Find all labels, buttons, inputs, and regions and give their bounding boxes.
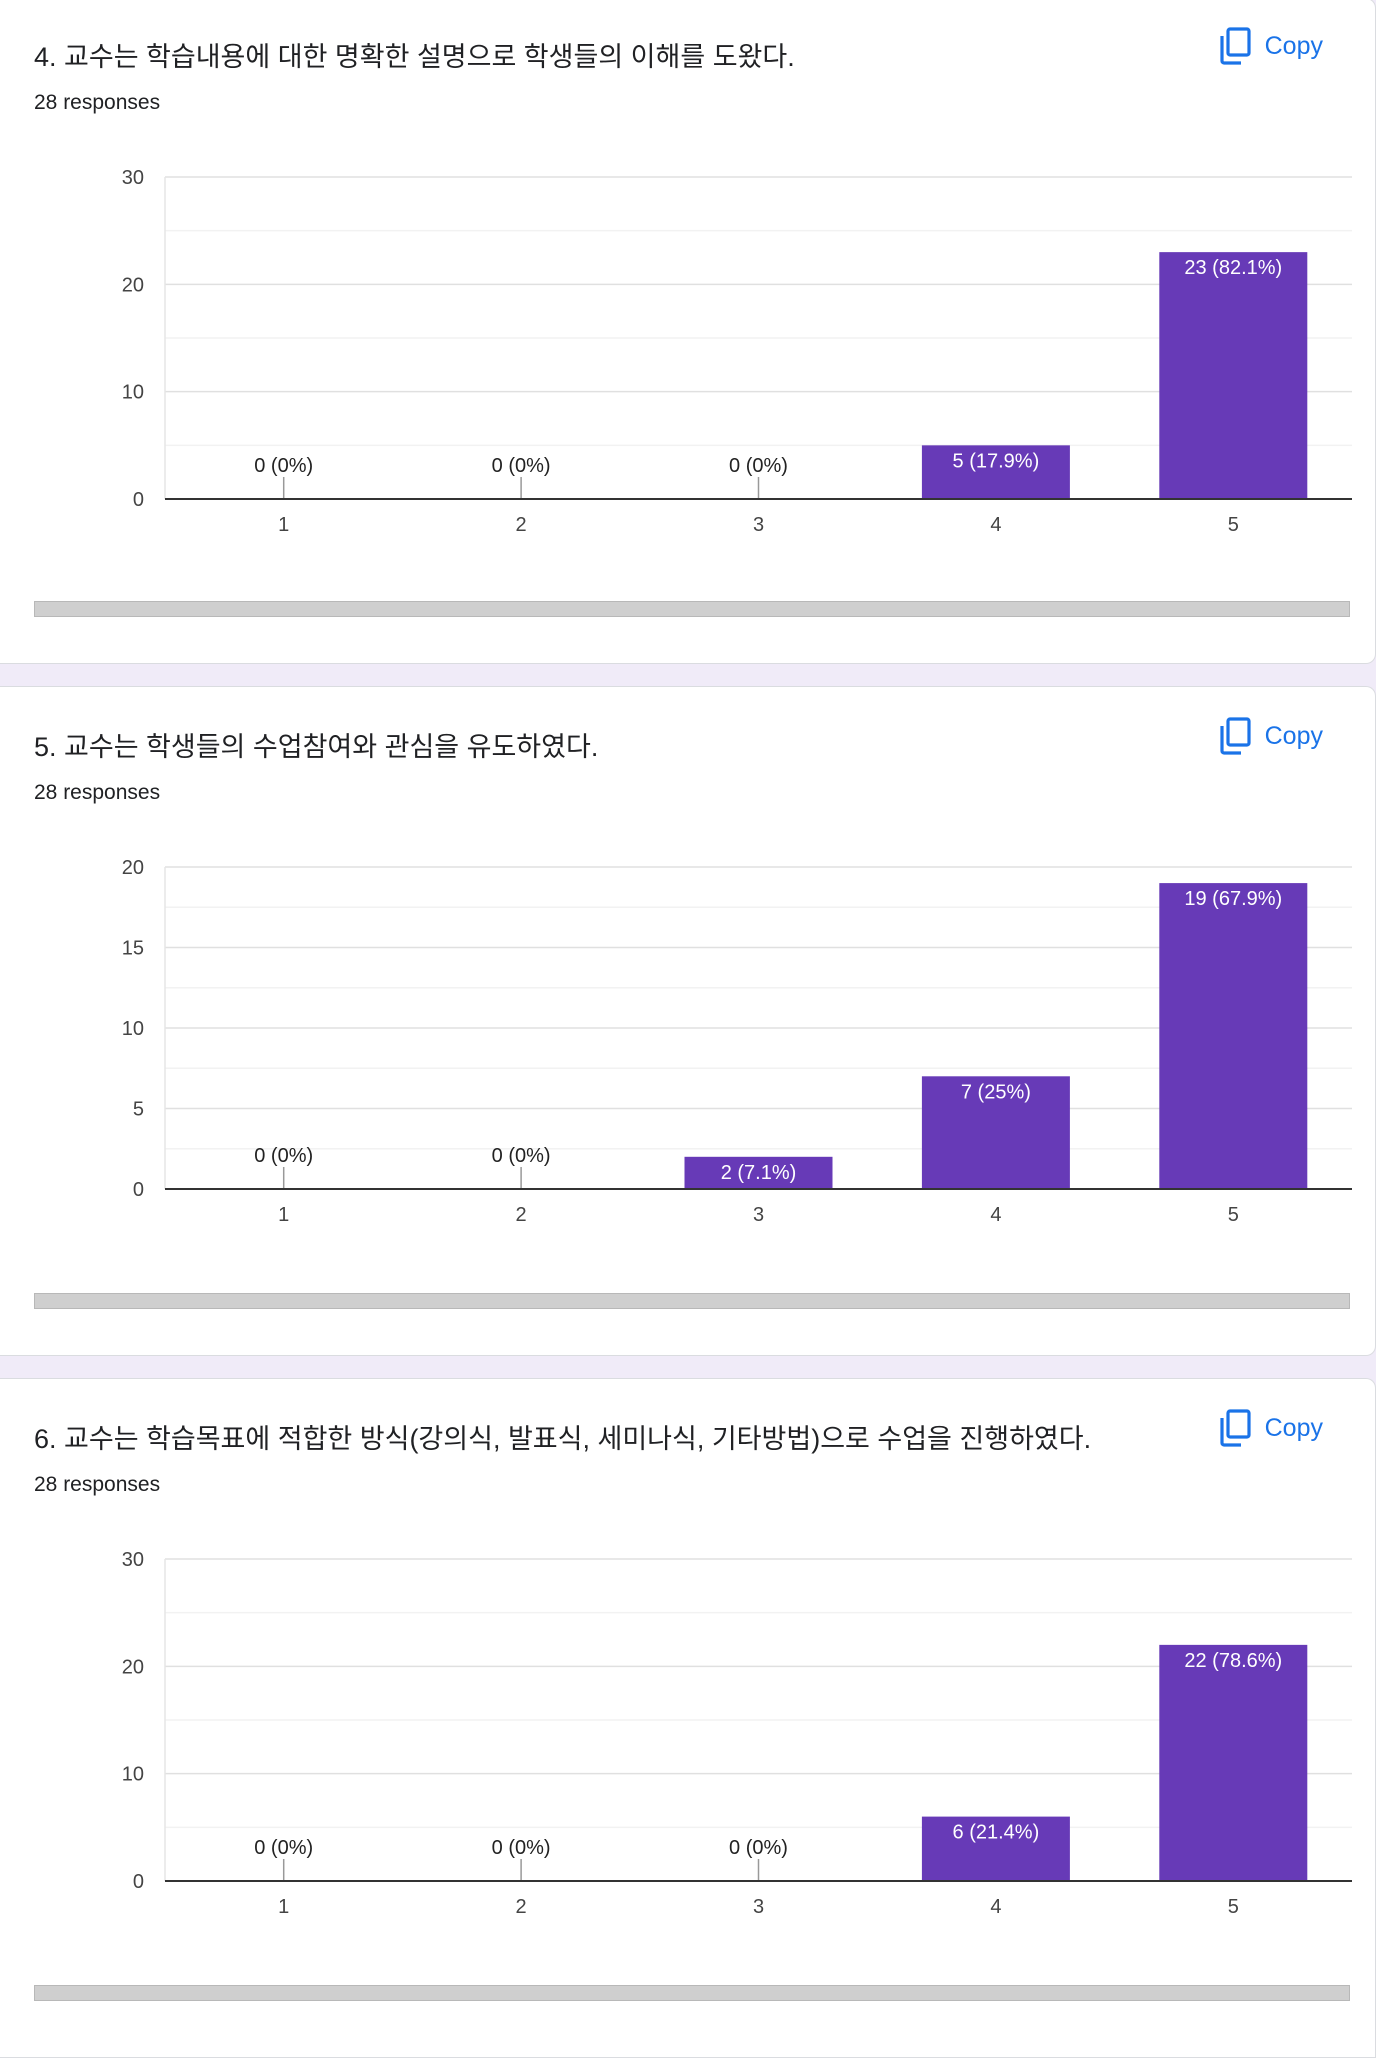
response-count: 28 responses: [34, 781, 161, 804]
copy-icon: [1219, 27, 1251, 65]
y-tick-label: 0: [133, 489, 144, 511]
horizontal-scrollbar[interactable]: [34, 1985, 1350, 2001]
data-label: 7 (25%): [961, 1081, 1031, 1103]
y-tick-label: 20: [122, 857, 144, 879]
bar: [921, 445, 1070, 499]
copy-label: Copy: [1264, 721, 1323, 750]
y-tick-label: 30: [122, 167, 144, 189]
y-tick-label: 0: [133, 1179, 144, 1201]
y-tick-label: 20: [122, 274, 144, 296]
bar-chart: 0 5 10 15 20 0 (0%) 1 0 (0%) 2 2 (7.1%) 3 7 (25%) 4 1…: [122, 857, 1352, 1226]
copy-icon: [1219, 717, 1251, 755]
data-label: 0 (0%): [492, 455, 551, 477]
x-tick-label: 1: [278, 1204, 289, 1226]
x-tick-label: 4: [990, 514, 1001, 536]
horizontal-scrollbar[interactable]: [34, 1293, 1350, 1309]
x-tick-label: 3: [753, 514, 764, 536]
y-tick-label: 20: [122, 1656, 144, 1678]
x-tick-label: 1: [278, 1896, 289, 1918]
question-card-5: 5. 교수는 학생들의 수업참여와 관심을 유도하였다. 28 response…: [0, 686, 1376, 1356]
copy-label: Copy: [1264, 1413, 1323, 1442]
question-title: 6. 교수는 학습목표에 적합한 방식(강의식, 발표식, 세미나식, 기타방법…: [34, 1424, 1092, 1454]
y-tick-label: 10: [122, 1018, 144, 1040]
bar: [921, 1076, 1070, 1189]
copy-button[interactable]: Copy: [1219, 717, 1323, 755]
x-tick-label: 2: [516, 514, 527, 536]
y-tick-label: 10: [122, 1764, 144, 1786]
response-count: 28 responses: [34, 91, 161, 114]
data-label: 19 (67.9%): [1184, 888, 1282, 910]
bar: [1159, 883, 1308, 1189]
data-label: 0 (0%): [254, 1837, 313, 1859]
x-tick-label: 4: [990, 1896, 1001, 1918]
x-tick-label: 4: [990, 1204, 1001, 1226]
data-label: 0 (0%): [729, 455, 788, 477]
x-tick-label: 5: [1228, 1896, 1239, 1918]
y-tick-label: 0: [133, 1871, 144, 1893]
data-label: 0 (0%): [254, 1145, 313, 1167]
data-label: 6 (21.4%): [953, 1822, 1040, 1844]
y-tick-label: 15: [122, 938, 144, 960]
bar: [684, 1156, 833, 1189]
copy-label: Copy: [1264, 31, 1323, 60]
y-tick-label: 30: [122, 1549, 144, 1571]
bar: [1159, 252, 1308, 499]
bar-chart: 0 10 20 30 0 (0%) 1 0 (0%) 2 0 (0%) 3 5 (17.9%) 4 23…: [122, 167, 1352, 536]
bar-chart: 0 10 20 30 0 (0%) 1 0 (0%) 2 0 (0%) 3 6 (21.4%) 4 22…: [122, 1549, 1352, 1918]
data-label: 0 (0%): [729, 1837, 788, 1859]
bar: [1159, 1644, 1308, 1881]
y-tick-label: 5: [133, 1099, 144, 1121]
bar: [921, 1816, 1070, 1881]
question-card-4: 4. 교수는 학습내용에 대한 명확한 설명으로 학생들의 이해를 도왔다. 2…: [0, 0, 1376, 664]
x-tick-label: 3: [753, 1204, 764, 1226]
x-tick-label: 5: [1228, 1204, 1239, 1226]
data-label: 23 (82.1%): [1184, 257, 1282, 279]
x-tick-label: 3: [753, 1896, 764, 1918]
x-tick-label: 1: [278, 514, 289, 536]
copy-button[interactable]: Copy: [1219, 27, 1323, 65]
question-title: 5. 교수는 학생들의 수업참여와 관심을 유도하였다.: [34, 732, 599, 762]
copy-icon: [1219, 1409, 1251, 1447]
question-title: 4. 교수는 학습내용에 대한 명확한 설명으로 학생들의 이해를 도왔다.: [34, 42, 795, 72]
x-tick-label: 2: [516, 1204, 527, 1226]
x-tick-label: 2: [516, 1896, 527, 1918]
x-tick-label: 5: [1228, 514, 1239, 536]
question-card-6: 6. 교수는 학습목표에 적합한 방식(강의식, 발표식, 세미나식, 기타방법…: [0, 1378, 1376, 2058]
data-label: 0 (0%): [492, 1837, 551, 1859]
response-count: 28 responses: [34, 1473, 161, 1496]
data-label: 2 (7.1%): [721, 1162, 797, 1184]
data-label: 0 (0%): [254, 455, 313, 477]
data-label: 5 (17.9%): [953, 450, 1040, 472]
y-tick-label: 10: [122, 382, 144, 404]
copy-button[interactable]: Copy: [1219, 1409, 1323, 1447]
data-label: 22 (78.6%): [1184, 1650, 1282, 1672]
data-label: 0 (0%): [492, 1145, 551, 1167]
horizontal-scrollbar[interactable]: [34, 601, 1350, 617]
